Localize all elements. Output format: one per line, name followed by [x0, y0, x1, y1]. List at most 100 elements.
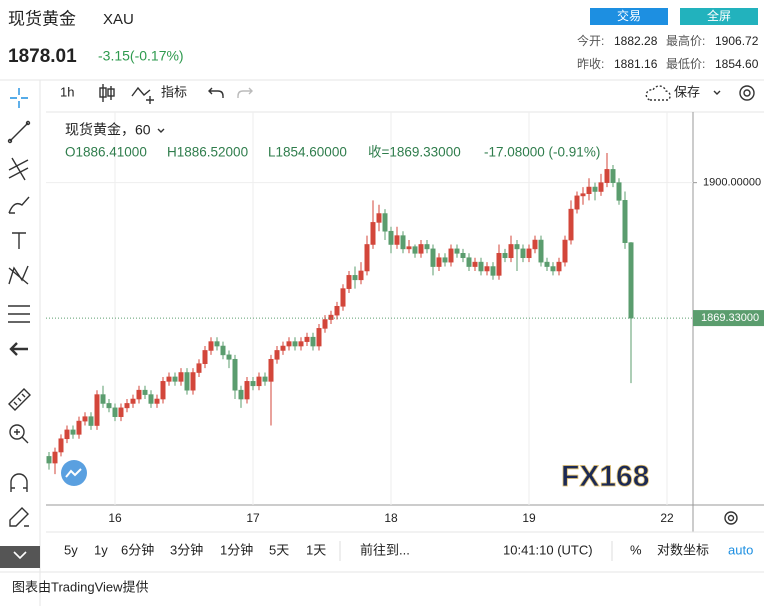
range-button[interactable]: 1天 [306, 542, 326, 557]
candle-body [574, 195, 580, 210]
candle-body [250, 381, 256, 387]
range-button[interactable]: 1y [94, 542, 108, 557]
candle-body [196, 363, 202, 373]
candle-body [316, 328, 322, 347]
candle-body [220, 345, 226, 356]
axis-settings[interactable] [724, 511, 738, 525]
candle-body [454, 248, 460, 254]
candle-body [544, 261, 550, 267]
candle-body [106, 403, 112, 409]
candle-body [514, 244, 520, 250]
candle-body [400, 235, 406, 250]
x-tick-label: 19 [522, 511, 536, 525]
goto[interactable]: 前往到... [360, 542, 410, 557]
candle-body [238, 389, 244, 400]
candle-body [616, 182, 622, 201]
candle-body [88, 416, 94, 426]
trade-button[interactable] [590, 8, 668, 25]
stat-value: 1906.72 [715, 34, 759, 48]
fullscreen-button[interactable] [680, 8, 758, 25]
candle-body [556, 261, 562, 272]
ohlc-legend: O1886.41000 [65, 145, 147, 160]
save-menu[interactable] [713, 90, 721, 95]
undo[interactable] [208, 87, 224, 98]
candle-body [580, 193, 586, 197]
candle-body [244, 381, 250, 400]
candle-body [268, 358, 274, 382]
clock: 10:41:10 (UTC) [503, 542, 593, 557]
stat-value: 1854.60 [715, 57, 759, 71]
candle-body [190, 372, 196, 391]
candle-body [280, 345, 286, 351]
candle-body [526, 248, 532, 259]
range-button[interactable]: 5y [64, 542, 78, 557]
candle-body [208, 341, 214, 351]
stat-label: 昨收: [577, 57, 604, 71]
candle-body [496, 253, 502, 276]
settings[interactable] [739, 85, 755, 101]
candle-body [538, 239, 544, 263]
candle-body [82, 416, 88, 422]
candle-body [568, 208, 574, 241]
y-tick-label: 1900.00000 [703, 177, 761, 189]
redo[interactable] [237, 87, 253, 98]
candle-body [478, 261, 484, 272]
candle-body [460, 253, 466, 259]
candle-body [520, 248, 526, 259]
candle-body [550, 266, 556, 272]
candle-body [178, 372, 184, 382]
percent-toggle[interactable]: % [630, 542, 642, 557]
candle-body [358, 270, 364, 281]
title-menu[interactable] [157, 128, 165, 133]
candle-body [64, 429, 70, 440]
candle-body [604, 169, 610, 183]
candle-body [286, 341, 292, 347]
candle-body [94, 394, 100, 426]
stat-label: 最低价: [666, 57, 705, 71]
auto-toggle[interactable]: auto [728, 542, 753, 557]
candle-body [202, 350, 208, 364]
candle-body [148, 394, 154, 404]
candle-body [172, 376, 178, 382]
candle-body [586, 186, 592, 194]
stat-label: 今开: [577, 33, 604, 48]
candle-body [112, 407, 118, 417]
candle-body [130, 398, 136, 404]
candle-body [346, 275, 352, 289]
stat-value: 1882.28 [614, 34, 658, 48]
candle-icon[interactable] [99, 84, 115, 102]
range-button[interactable]: 1分钟 [220, 542, 253, 557]
save[interactable]: 保存 [674, 84, 700, 99]
candle-body [214, 341, 220, 347]
tool-icons[interactable] [7, 88, 31, 527]
candle-body [100, 394, 106, 404]
candle-body [322, 319, 328, 329]
last-price-tag [693, 310, 764, 327]
candle-body [388, 230, 394, 245]
fullscreen-button-label[interactable]: 全屏 [707, 8, 731, 23]
collapse-icon [13, 551, 27, 560]
candle-body [598, 182, 604, 192]
candle-body [226, 354, 232, 360]
candle-body [262, 376, 268, 382]
candle-body [430, 248, 436, 267]
indicator-icon[interactable] [131, 86, 154, 104]
range-button[interactable]: 3分钟 [170, 542, 203, 557]
range-button[interactable]: 6分钟 [121, 542, 154, 557]
candle-body [382, 213, 388, 232]
range-button[interactable]: 5天 [269, 542, 289, 557]
candle-body [424, 244, 430, 250]
candle-body [508, 244, 514, 259]
candle-body [502, 253, 508, 259]
candle-body [490, 266, 496, 276]
trade-button-label[interactable]: 交易 [617, 8, 641, 23]
log-toggle[interactable]: 对数坐标 [657, 542, 709, 557]
candle-body [622, 200, 628, 243]
indicators[interactable]: 指标 [161, 84, 187, 99]
cloud-icon[interactable] [645, 85, 671, 101]
interval[interactable]: 1h [60, 84, 74, 99]
candle-body [304, 336, 310, 342]
candle-body [394, 235, 400, 245]
